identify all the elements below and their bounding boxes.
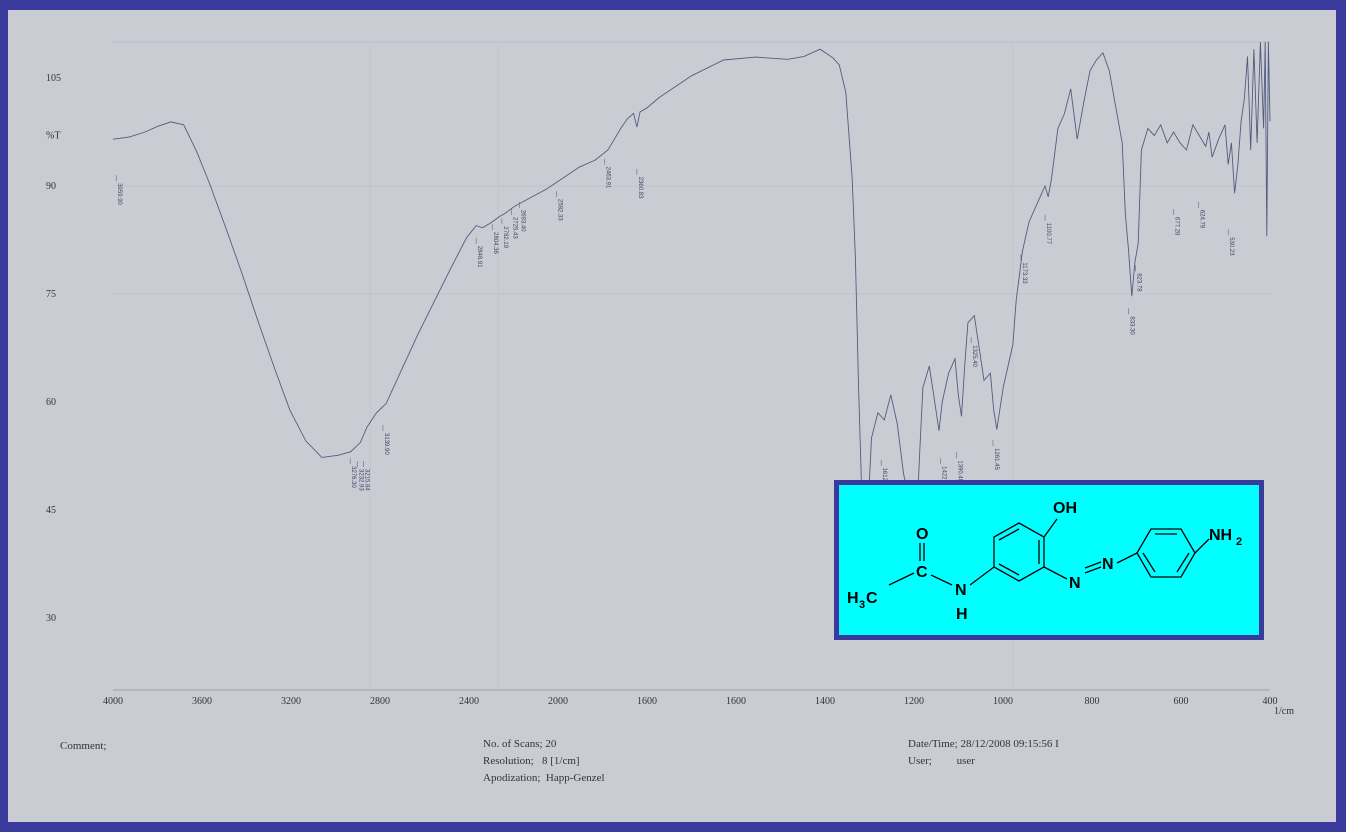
bond-azo-ring: [1116, 552, 1138, 564]
scans-line: No. of Scans; 20: [483, 738, 557, 750]
atom-methyl-c: C: [866, 590, 878, 607]
y-tick-label: 45: [46, 505, 56, 516]
peak-label: 3215.84: [364, 469, 370, 491]
peak-label: 2360.83: [637, 177, 643, 199]
x-tick-label: 4000: [103, 696, 123, 707]
y-tick-label: 60: [46, 397, 56, 408]
peak-label: 2804.36: [492, 232, 498, 254]
x-tick-label: 3600: [192, 696, 212, 707]
footer-scan-info: No. of Scans; 20 Resolution; 8 [1/cm] Ap…: [483, 736, 605, 787]
peak-label: 2582.33: [557, 199, 563, 221]
y-tick-label: 75: [46, 289, 56, 300]
atom-hydroxyl: OH: [1053, 500, 1077, 517]
x-tick-label: 2400: [459, 696, 479, 707]
y-tick-label: 105: [46, 73, 61, 84]
peak-label: 3232.93: [357, 469, 363, 491]
peak-label: 1100.77: [1045, 223, 1051, 245]
user-line: User; user: [908, 755, 975, 767]
x-axis-ticks: 4000 3600 3200 2800 2400 2000 1600 1600 1400 1200…: [103, 696, 1278, 707]
bond-ring-azo: [1043, 566, 1068, 580]
y-axis-ticks: 105 %T 90 75 60 45 30: [46, 73, 61, 624]
y-tick-label: 90: [46, 181, 56, 192]
peak-label: 1612.49: [881, 468, 887, 490]
peak-label: 2848.91: [476, 246, 482, 268]
y-tick-label: 30: [46, 613, 56, 624]
atom-methyl-sub: 3: [859, 599, 865, 611]
x-tick-label: 600: [1174, 696, 1189, 707]
bond-n-ring: [969, 566, 995, 586]
peak-label: 530.23: [1228, 237, 1234, 256]
peak-label: 1390.48: [957, 460, 963, 482]
peak-labels: 3959.90 3276.30 3232.93 3215.84 3139.90 2848.…: [115, 158, 1234, 580]
ring1-inner-3: [998, 563, 1020, 576]
ring2-inner-3: [1142, 552, 1156, 573]
bond-azo-1: [1084, 566, 1102, 574]
x-axis-unit: 1/cm: [1274, 706, 1294, 717]
x-tick-label: 3200: [281, 696, 301, 707]
bond-hydroxyl: [1043, 518, 1058, 538]
spectrum-series-line: [112, 41, 1271, 539]
atom-azo-n1: N: [1069, 575, 1081, 592]
peak-label: 2725.43: [512, 217, 518, 239]
bond-amide: [930, 574, 953, 586]
atom-amide-n: N: [955, 582, 967, 599]
chart-grid: [113, 41, 1270, 691]
peak-label: 1325.40: [971, 345, 977, 367]
atom-amine: NH: [1209, 527, 1232, 544]
atom-amine-sub: 2: [1236, 536, 1242, 548]
atom-methyl-h: H: [847, 590, 859, 607]
footer-comment: Comment;: [60, 738, 106, 755]
peak-label: 3139.90: [383, 433, 389, 455]
peak-label: 2463.91: [605, 167, 611, 189]
peak-label: 1261.45: [993, 448, 999, 470]
atom-carbonyl-c: C: [916, 564, 928, 581]
peak-label: 2782.19: [502, 226, 508, 248]
peak-label: 677.28: [1174, 217, 1180, 236]
ring2-inner-2: [1176, 552, 1190, 573]
bond-amine: [1194, 538, 1210, 554]
resolution-line: Resolution; 8 [1/cm]: [483, 755, 580, 767]
spectrum-frame: 105 %T 90 75 60 45 30 4000 3600 3200 2800 2400 2000…: [8, 10, 1336, 822]
benzene-ring-2: [1136, 528, 1196, 578]
chemical-structure-drawing: H 3 C C O N H OH N N NH 2: [847, 500, 1242, 623]
x-tick-label: 2800: [370, 696, 390, 707]
peak-label: 3276.30: [350, 466, 356, 488]
comment-label: Comment;: [60, 740, 107, 752]
atom-amide-h: H: [956, 606, 968, 623]
x-tick-label: 2000: [548, 696, 568, 707]
chemical-structure-box: H 3 C C O N H OH N N NH 2: [834, 480, 1264, 640]
bond-azo-2: [1084, 561, 1102, 569]
footer-date-info: Date/Time; 28/12/2008 09:15:56 I User; u…: [908, 736, 1059, 770]
bond-methyl: [888, 572, 915, 586]
peak-label: 2693.40: [520, 210, 526, 232]
atom-azo-n2: N: [1102, 556, 1114, 573]
peak-label: 1173.33: [1021, 262, 1027, 284]
peak-label: 624.79: [1199, 210, 1205, 229]
apodization-line: Apodization; Happ-Genzel: [483, 772, 605, 784]
benzene-ring-1: [993, 522, 1045, 582]
datetime-line: Date/Time; 28/12/2008 09:15:56 I: [908, 738, 1059, 750]
peak-label: 3959.90: [116, 183, 122, 205]
x-tick-label: 1400: [815, 696, 835, 707]
x-tick-label: 1600: [726, 696, 746, 707]
y-tick-label: %T: [46, 131, 60, 142]
atom-carbonyl-o: O: [916, 526, 928, 543]
x-tick-label: 400: [1263, 696, 1278, 707]
peak-label: 823.78: [1136, 273, 1142, 292]
x-tick-label: 800: [1085, 696, 1100, 707]
peak-label: 1422.59: [941, 466, 947, 488]
ring1-inner-1: [998, 528, 1020, 541]
x-tick-label: 1200: [904, 696, 924, 707]
x-tick-label: 1600: [637, 696, 657, 707]
structure-bonds: [888, 518, 1210, 586]
peak-label: 833.30: [1129, 316, 1135, 335]
x-tick-label: 1000: [993, 696, 1013, 707]
